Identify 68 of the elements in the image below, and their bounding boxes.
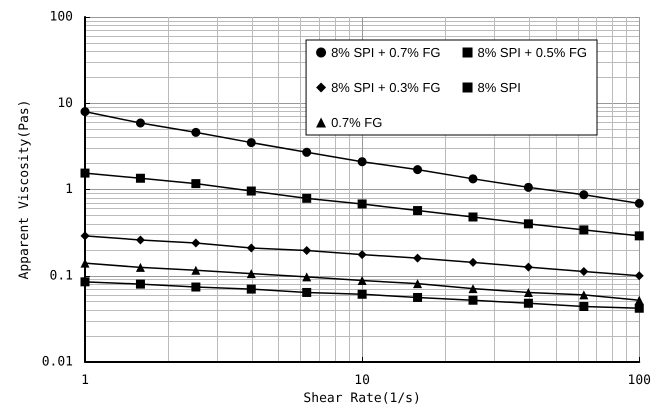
point xyxy=(579,302,588,311)
x-tick-label: 1 xyxy=(81,373,89,388)
point xyxy=(579,267,588,276)
point xyxy=(246,284,256,294)
point xyxy=(413,206,422,216)
point xyxy=(579,190,588,200)
point xyxy=(413,279,422,288)
point xyxy=(579,290,588,300)
point xyxy=(246,186,256,196)
point xyxy=(246,138,256,148)
point xyxy=(191,238,200,248)
point xyxy=(524,219,533,228)
point xyxy=(634,296,644,305)
point xyxy=(302,148,312,157)
point xyxy=(80,277,90,286)
y-tick-label: 0.01 xyxy=(42,354,73,370)
point xyxy=(302,246,312,256)
y-tick-label: 1 xyxy=(65,182,73,197)
point xyxy=(136,262,145,272)
point xyxy=(358,199,367,208)
point xyxy=(136,280,145,289)
legend-label: 8% SPI + 0.5% FG xyxy=(478,45,588,60)
point xyxy=(468,258,478,267)
point xyxy=(579,225,588,234)
y-tick-label: 100 xyxy=(50,10,73,24)
y-tick-label: 0.1 xyxy=(50,268,73,284)
point xyxy=(413,292,422,302)
point xyxy=(80,107,90,116)
legend-label: 8% SPI + 0.3% FG xyxy=(331,80,441,95)
point xyxy=(191,266,200,275)
point xyxy=(413,254,422,263)
point xyxy=(524,298,533,308)
point xyxy=(191,282,200,292)
point xyxy=(246,243,256,252)
point xyxy=(358,250,367,260)
point xyxy=(191,179,200,188)
point xyxy=(80,168,90,178)
point xyxy=(468,212,478,222)
point xyxy=(80,231,90,240)
point xyxy=(468,284,478,294)
point xyxy=(302,194,312,203)
point xyxy=(468,296,478,305)
y-tick-label: 10 xyxy=(57,96,73,111)
legend-label: 0.7% FG xyxy=(331,115,382,130)
point xyxy=(136,235,145,244)
legend-label: 8% SPI + 0.7% FG xyxy=(331,45,441,60)
point xyxy=(136,174,145,183)
point xyxy=(634,198,644,208)
point xyxy=(358,157,367,166)
point xyxy=(524,262,533,272)
point xyxy=(136,118,145,128)
point xyxy=(302,272,312,282)
point xyxy=(634,231,644,240)
x-tick-label: 10 xyxy=(354,373,370,388)
point xyxy=(191,128,200,137)
point xyxy=(524,182,533,192)
point xyxy=(358,290,367,299)
point xyxy=(358,276,367,286)
point xyxy=(302,288,312,297)
legend-label: 8% SPI xyxy=(478,80,521,95)
point xyxy=(524,288,533,297)
point xyxy=(634,271,644,280)
point xyxy=(413,165,422,174)
x-axis-title: Shear Rate(1/s) xyxy=(303,390,421,406)
point xyxy=(468,174,478,184)
y-axis-title: Apparent Viscosity(Pas) xyxy=(16,99,32,280)
x-tick-label: 100 xyxy=(628,373,651,388)
point xyxy=(246,269,256,278)
